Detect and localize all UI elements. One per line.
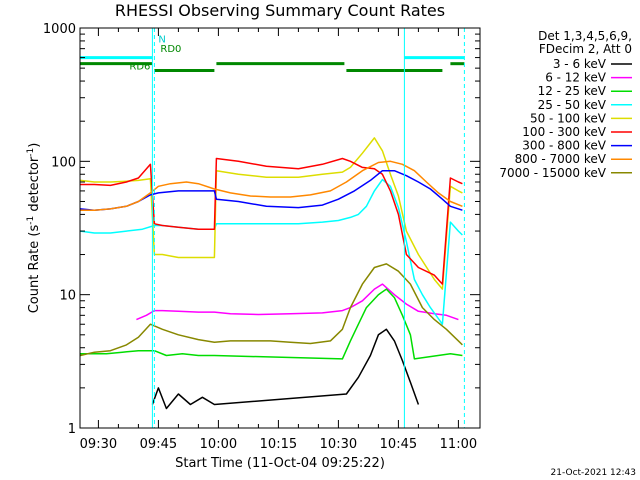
series-line-12-25-kev [80, 288, 463, 360]
x-tick-label-10-15: 10:15 [260, 437, 297, 452]
legend-label-25-50-kev: 25 - 50 keV [538, 98, 607, 112]
y-tick-label-10: 10 [59, 289, 76, 304]
chart-title: RHESSI Observing Summary Count Rates [115, 1, 445, 20]
series-line-800-7000-kev [80, 160, 463, 211]
y-tick-label-100: 100 [51, 155, 76, 170]
series-line-50-100-kev [80, 137, 463, 290]
y-tick-label-1: 1 [68, 422, 76, 437]
annotation-rd6: RD6 [129, 61, 150, 72]
y-tick-label-1000: 1000 [43, 22, 76, 37]
series-line-100-300-kev [80, 157, 463, 285]
legend-label-800-7000-kev: 800 - 7000 keV [515, 152, 607, 166]
legend-label-7000-15000-kev: 7000 - 15000 keV [499, 166, 606, 180]
x-axis-label: Start Time (11-Oct-04 09:25:22) [175, 456, 385, 471]
annotation-rd0: RD0 [160, 44, 181, 55]
legend-header-line-1: Det 1,3,4,5,6,9, [538, 29, 632, 43]
y-axis-label-part-1: Count Rate (s [27, 225, 42, 314]
x-tick-label-11-00: 11:00 [440, 437, 477, 452]
annotation-n: N [158, 34, 165, 45]
y-axis-label-sup-1: -1 [26, 216, 36, 225]
legend-label-12-25-kev: 12 - 25 keV [538, 84, 607, 98]
plot-frame [79, 27, 481, 429]
series-line-3-6-kev [151, 328, 420, 410]
x-axis: 09:30 09:45 10:00 10:15 10:30 10:45 11:00 [80, 28, 477, 452]
x-tick-label-10-45: 10:45 [380, 437, 417, 452]
y-axis-label: Count Rate (s-1 detector-1) [26, 143, 42, 314]
y-axis-label-sup-2: -1 [26, 148, 36, 157]
y-axis: 1 10 100 1000 [43, 22, 480, 437]
y-axis-label-part-3: ) [27, 143, 42, 148]
timestamp-label: 21-Oct-2021 12:43 [551, 468, 636, 478]
series-line-7000-15000-kev [80, 263, 463, 357]
x-tick-label-10-30: 10:30 [320, 437, 357, 452]
x-tick-label-09-45: 09:45 [140, 437, 177, 452]
legend-label-50-100-kev: 50 - 100 keV [530, 111, 607, 125]
legend: Det 1,3,4,5,6,9, FDecim 2, Att 0 3 - 6 k… [499, 29, 632, 180]
x-tick-label-10-00: 10:00 [200, 437, 237, 452]
legend-label-100-300-kev: 100 - 300 keV [522, 125, 606, 139]
series-line-6-12-kev [136, 283, 459, 321]
y-axis-label-part-2: detector [27, 156, 42, 216]
legend-label-6-12-kev: 6 - 12 keV [545, 71, 607, 85]
legend-label-3-6-kev: 3 - 6 keV [553, 57, 607, 71]
legend-label-300-800-kev: 300 - 800 keV [522, 139, 606, 153]
x-tick-label-09-30: 09:30 [80, 437, 117, 452]
legend-header-line-2: FDecim 2, Att 0 [539, 42, 632, 56]
